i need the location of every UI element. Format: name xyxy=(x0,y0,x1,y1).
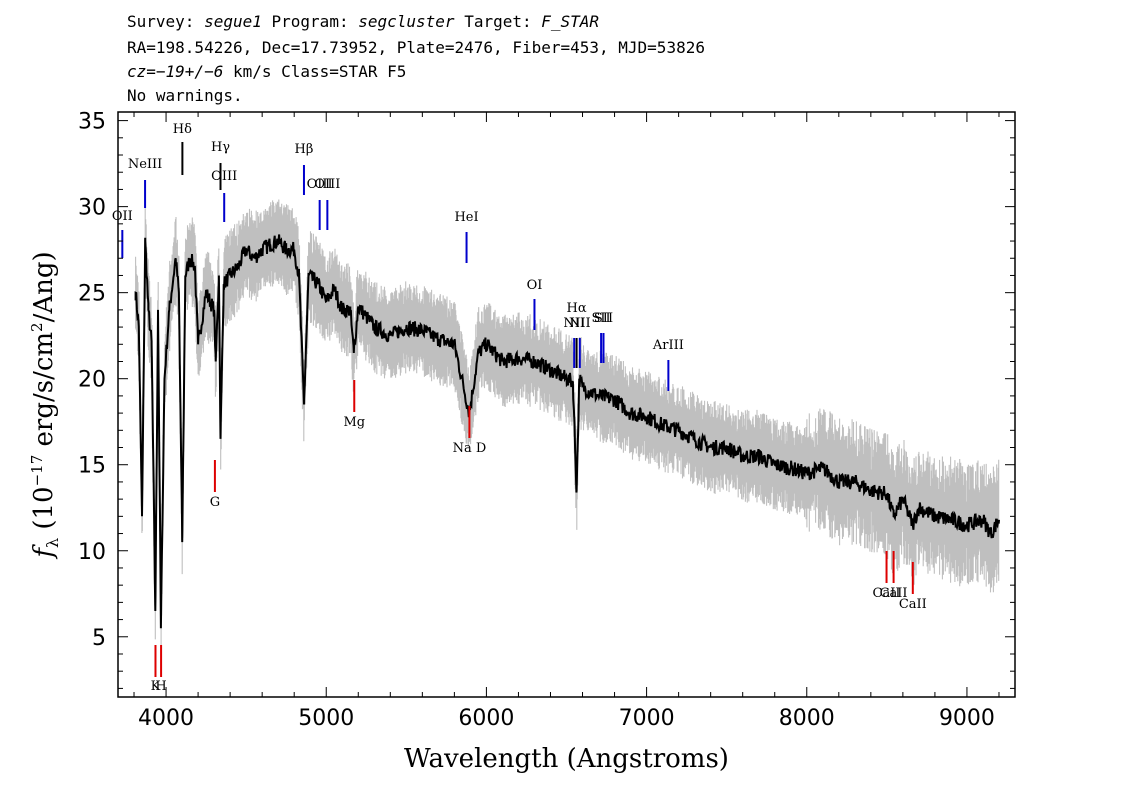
absorption-line-label: CaII xyxy=(873,586,901,601)
class-info: km/s Class=STAR F5 xyxy=(223,62,407,81)
emission-line-label: OIII xyxy=(211,169,237,184)
error-spikes xyxy=(135,199,1000,645)
x-tick-label: 7000 xyxy=(619,706,675,731)
x-tick-label: 5000 xyxy=(298,706,354,731)
emission-line-label: Hγ xyxy=(211,140,230,155)
survey-value: segue1 xyxy=(204,12,262,31)
x-tick-label: 4000 xyxy=(138,706,194,731)
program-label: Program: xyxy=(271,12,349,31)
emission-line-label: SII xyxy=(594,311,613,326)
emission-line-label: NII xyxy=(563,316,585,331)
absorption-line-label: Na D xyxy=(453,441,487,456)
header-line-2: RA=198.54226, Dec=17.73952, Plate=2476, … xyxy=(127,38,705,57)
absorption-line-label: CaII xyxy=(899,597,927,612)
emission-line-label: Hα xyxy=(567,301,587,316)
y-tick-label: 25 xyxy=(78,282,106,307)
y-axis-title: fλ (10−17 erg/s/cm2/Ang) xyxy=(28,251,62,559)
absorption-line-label: Mg xyxy=(343,415,365,430)
x-axis-title: Wavelength (Angstroms) xyxy=(404,744,729,774)
axis-ticks xyxy=(118,112,1015,697)
target-label: Target: xyxy=(464,12,532,31)
header-line-4: No warnings. xyxy=(127,86,243,105)
target-value: F_STAR xyxy=(541,12,600,31)
absorption-line-label: CaII xyxy=(880,586,908,601)
emission-line-label: SII xyxy=(592,311,611,326)
x-tick-label: 8000 xyxy=(779,706,835,731)
flux-layer xyxy=(134,234,1000,629)
emission-line-label: Hβ xyxy=(295,142,314,157)
x-tick-label: 6000 xyxy=(458,706,514,731)
y-tick-label: 5 xyxy=(92,626,106,651)
absorption-line-label: H xyxy=(155,679,166,694)
emission-line-label: OII xyxy=(112,209,133,224)
y-tick-label: 35 xyxy=(78,110,106,135)
emission-line-label: NII xyxy=(569,316,591,331)
emission-line-label: OIII xyxy=(314,177,340,192)
header-line-3: cz=−19+/−6 km/s Class=STAR F5 xyxy=(127,62,406,82)
flux-series-line xyxy=(134,234,1000,629)
y-tick-label: 10 xyxy=(78,540,106,565)
absorption-line-label: K xyxy=(151,679,161,694)
absorption-line-label: G xyxy=(210,495,220,510)
tick-labels: 4000 5000 6000 7000 8000 9000 5 10 15 20 25 30 35 xyxy=(78,110,995,731)
y-tick-label: 20 xyxy=(78,368,106,393)
y-tick-label: 15 xyxy=(78,454,106,479)
y-tick-label: 30 xyxy=(78,196,106,221)
emission-line-label: NeIII xyxy=(128,157,162,172)
emission-line-label: Hδ xyxy=(173,122,192,137)
x-tick-label: 9000 xyxy=(939,706,995,731)
header-line-1: Survey: segue1 Program: segcluster Targe… xyxy=(127,12,599,32)
emission-line-label: OI xyxy=(527,278,543,293)
plot-frame xyxy=(117,111,1016,698)
survey-label: Survey: xyxy=(127,12,195,31)
program-value: segcluster xyxy=(358,12,455,31)
emission-line-label: OIII xyxy=(307,177,333,192)
emission-line-label: HeI xyxy=(454,210,478,225)
error-band xyxy=(135,199,1000,645)
emission-line-label: ArIII xyxy=(652,338,684,353)
redshift-value: cz=−19+/−6 xyxy=(127,62,224,81)
